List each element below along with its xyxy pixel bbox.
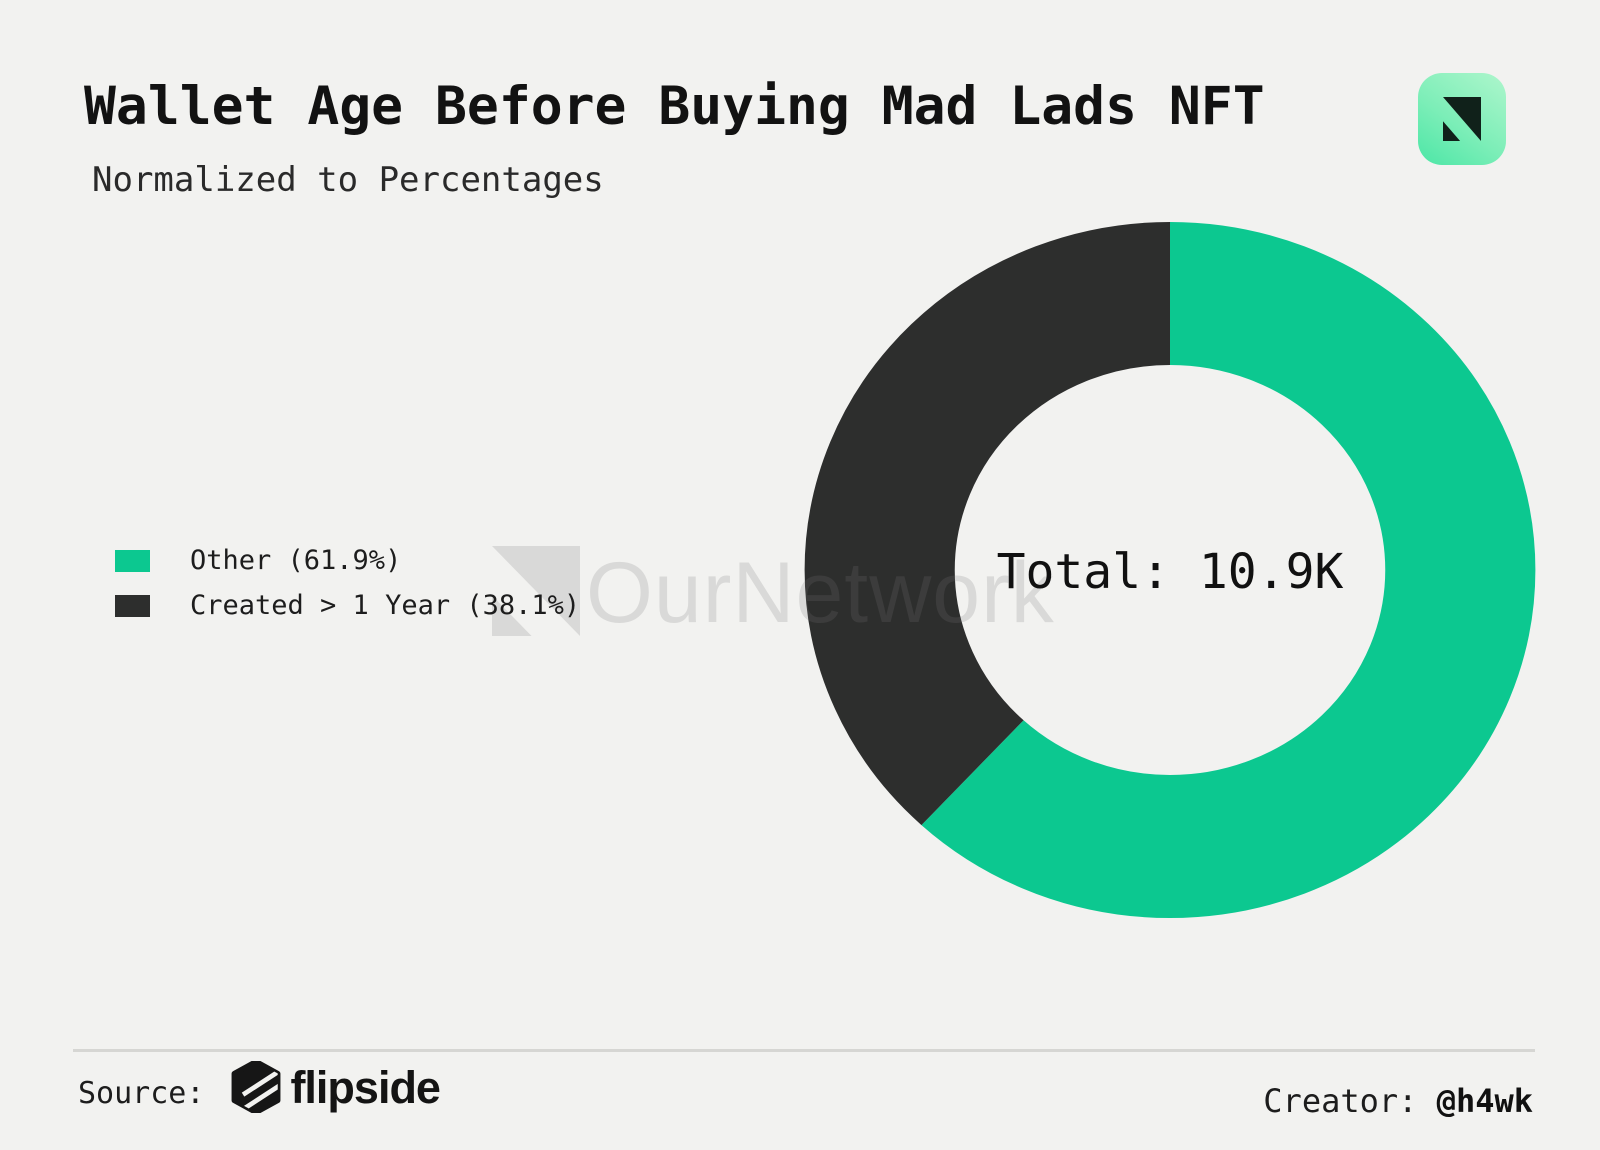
chart-legend: Other (61.9%) Created > 1 Year (38.1%) (115, 538, 580, 628)
legend-swatch-other (115, 549, 150, 572)
legend-swatch-created-gt-1-year (115, 594, 150, 617)
donut-chart (804, 222, 1536, 918)
legend-label-created-gt-1-year: Created > 1 Year (38.1%) (190, 590, 581, 621)
flipside-logo-icon (231, 1061, 281, 1113)
legend-label-other: Other (61.9%) (190, 545, 402, 576)
source-label: Source: (78, 1075, 205, 1111)
legend-item-created-gt-1-year[interactable]: Created > 1 Year (38.1%) (115, 583, 580, 628)
source-attribution: Source: flipside (78, 1058, 441, 1116)
creator-handle: @h4wk (1436, 1082, 1533, 1120)
ournetwork-logo-glyph-icon (1443, 97, 1481, 141)
donut-center-label: Total: 10.9K (996, 544, 1344, 600)
creator-label: Creator: (1263, 1082, 1418, 1120)
source-name: flipside (290, 1062, 441, 1113)
ournetwork-icon (1418, 73, 1506, 165)
page-title: Wallet Age Before Buying Mad Lads NFT (84, 76, 1265, 137)
legend-item-other[interactable]: Other (61.9%) (115, 538, 580, 583)
donut-slices-group (804, 222, 1536, 918)
donut-slice-created-1-year[interactable] (804, 222, 1536, 918)
footer-divider (73, 1049, 1535, 1052)
page-subtitle: Normalized to Percentages (92, 160, 604, 200)
creator-attribution: Creator: @h4wk (1263, 1082, 1533, 1120)
